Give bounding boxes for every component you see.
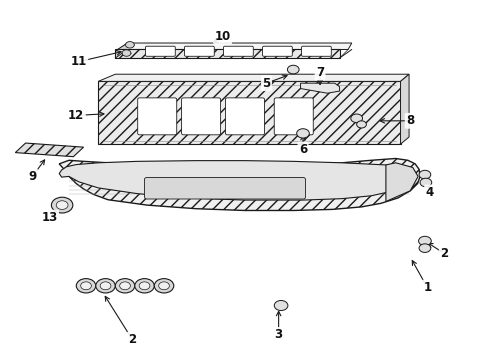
Text: 12: 12	[68, 109, 84, 122]
Circle shape	[81, 282, 91, 290]
Text: 13: 13	[41, 211, 58, 224]
Circle shape	[100, 282, 111, 290]
Polygon shape	[400, 74, 408, 144]
FancyBboxPatch shape	[184, 46, 214, 56]
Circle shape	[76, 279, 96, 293]
FancyBboxPatch shape	[223, 46, 253, 56]
Circle shape	[139, 282, 150, 290]
Circle shape	[120, 282, 130, 290]
FancyBboxPatch shape	[145, 46, 175, 56]
Text: 2: 2	[440, 247, 447, 260]
FancyBboxPatch shape	[138, 98, 176, 135]
FancyBboxPatch shape	[144, 177, 305, 199]
Circle shape	[418, 170, 430, 179]
Text: 1: 1	[423, 281, 430, 294]
Text: 6: 6	[298, 143, 306, 156]
Circle shape	[96, 279, 115, 293]
Polygon shape	[385, 163, 417, 202]
Polygon shape	[15, 143, 83, 157]
FancyBboxPatch shape	[181, 98, 220, 135]
Text: 7: 7	[315, 66, 324, 79]
Text: 4: 4	[425, 186, 433, 199]
FancyBboxPatch shape	[262, 46, 292, 56]
Polygon shape	[98, 74, 408, 81]
Polygon shape	[115, 49, 339, 58]
Text: 8: 8	[406, 114, 413, 127]
Circle shape	[154, 279, 173, 293]
Circle shape	[418, 236, 430, 246]
Circle shape	[115, 279, 135, 293]
Circle shape	[356, 121, 366, 128]
Polygon shape	[119, 43, 351, 49]
Circle shape	[51, 197, 73, 213]
Circle shape	[418, 244, 430, 252]
Text: 9: 9	[28, 170, 37, 183]
FancyBboxPatch shape	[301, 46, 330, 56]
Text: 2: 2	[128, 333, 136, 346]
FancyBboxPatch shape	[274, 98, 313, 135]
Circle shape	[419, 178, 431, 187]
Circle shape	[158, 282, 169, 290]
Circle shape	[122, 50, 131, 56]
Circle shape	[350, 114, 362, 123]
Text: 3: 3	[274, 328, 282, 341]
Text: 5: 5	[262, 77, 270, 90]
FancyBboxPatch shape	[225, 98, 264, 135]
Text: 10: 10	[214, 30, 230, 43]
Circle shape	[56, 201, 68, 210]
Circle shape	[296, 129, 309, 138]
Polygon shape	[98, 81, 400, 144]
Circle shape	[287, 65, 299, 74]
Polygon shape	[59, 158, 419, 211]
Polygon shape	[59, 161, 412, 200]
Polygon shape	[300, 83, 339, 93]
Text: 11: 11	[70, 55, 87, 68]
Polygon shape	[115, 43, 127, 58]
Circle shape	[125, 41, 134, 48]
Circle shape	[135, 279, 154, 293]
Circle shape	[274, 301, 287, 311]
